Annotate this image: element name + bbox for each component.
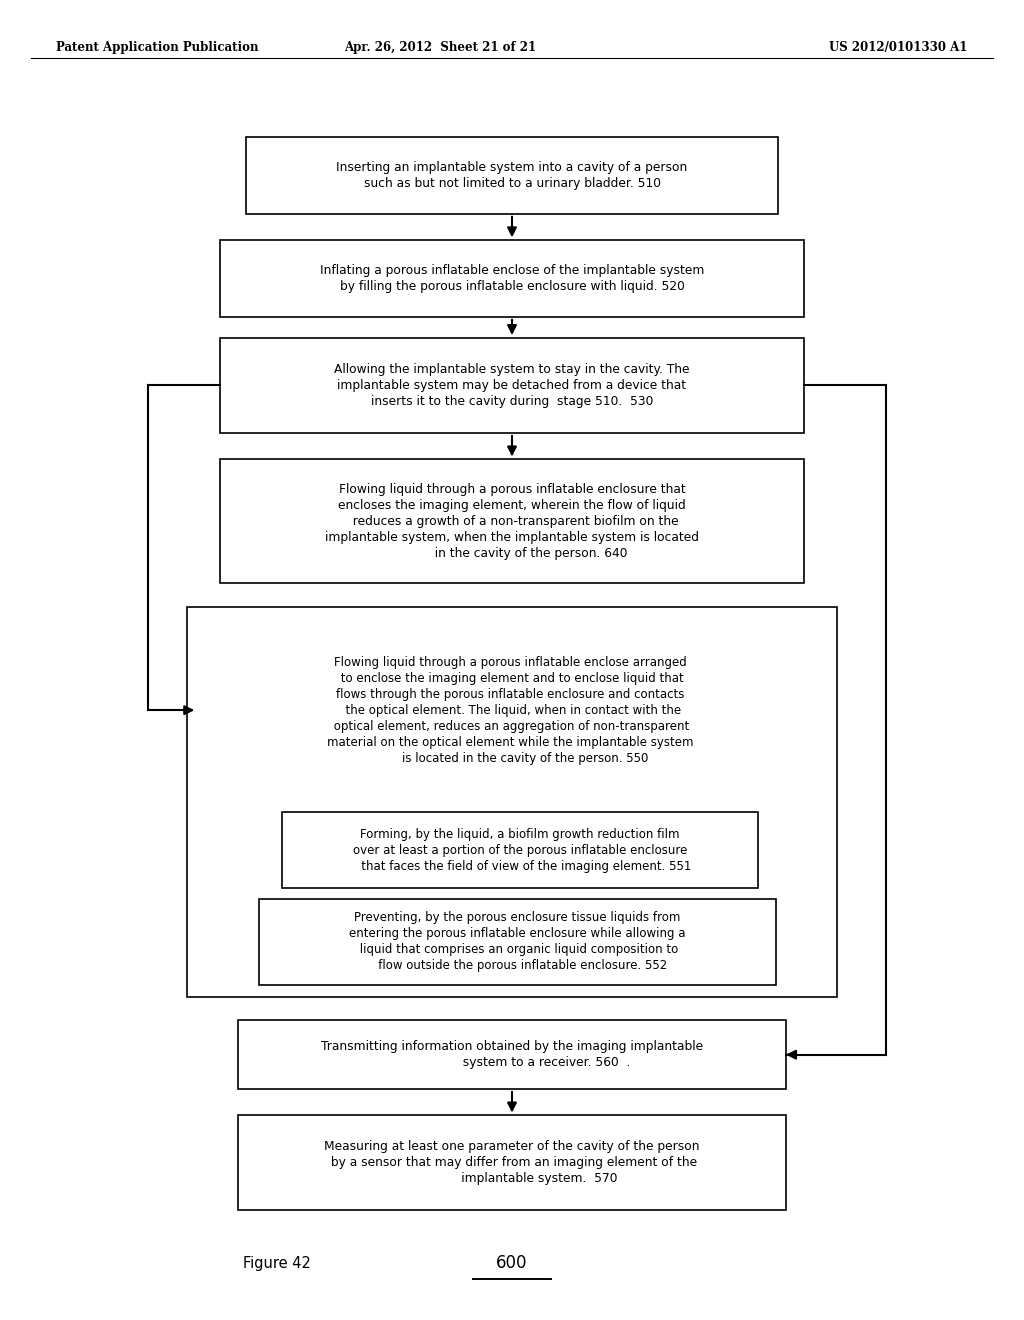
- Text: Flowing liquid through a porous inflatable enclosure that
encloses the imaging e: Flowing liquid through a porous inflatab…: [325, 483, 699, 560]
- Text: Preventing, by the porous enclosure tissue liquids from
entering the porous infl: Preventing, by the porous enclosure tiss…: [349, 911, 685, 973]
- Text: 600: 600: [497, 1254, 527, 1272]
- FancyBboxPatch shape: [246, 137, 778, 214]
- Text: Figure 42: Figure 42: [243, 1255, 310, 1271]
- Text: Transmitting information obtained by the imaging implantable
                  s: Transmitting information obtained by the…: [321, 1040, 703, 1069]
- Text: US 2012/0101330 A1: US 2012/0101330 A1: [829, 41, 968, 54]
- FancyBboxPatch shape: [186, 607, 838, 997]
- FancyBboxPatch shape: [258, 899, 776, 985]
- Text: Inserting an implantable system into a cavity of a person
such as but not limite: Inserting an implantable system into a c…: [336, 161, 688, 190]
- FancyBboxPatch shape: [238, 1115, 786, 1210]
- Text: Allowing the implantable system to stay in the cavity. The
implantable system ma: Allowing the implantable system to stay …: [334, 363, 690, 408]
- FancyBboxPatch shape: [282, 812, 758, 888]
- Text: Patent Application Publication: Patent Application Publication: [56, 41, 259, 54]
- FancyBboxPatch shape: [220, 240, 804, 317]
- Text: Apr. 26, 2012  Sheet 21 of 21: Apr. 26, 2012 Sheet 21 of 21: [344, 41, 537, 54]
- Text: Flowing liquid through a porous inflatable enclose arranged
 to enclose the imag: Flowing liquid through a porous inflatab…: [327, 656, 693, 764]
- Text: Measuring at least one parameter of the cavity of the person
 by a sensor that m: Measuring at least one parameter of the …: [325, 1140, 699, 1185]
- FancyBboxPatch shape: [238, 1020, 786, 1089]
- FancyBboxPatch shape: [220, 459, 804, 583]
- Text: Forming, by the liquid, a biofilm growth reduction film
over at least a portion : Forming, by the liquid, a biofilm growth…: [349, 828, 691, 873]
- FancyBboxPatch shape: [220, 338, 804, 433]
- Text: Inflating a porous inflatable enclose of the implantable system
by filling the p: Inflating a porous inflatable enclose of…: [319, 264, 705, 293]
